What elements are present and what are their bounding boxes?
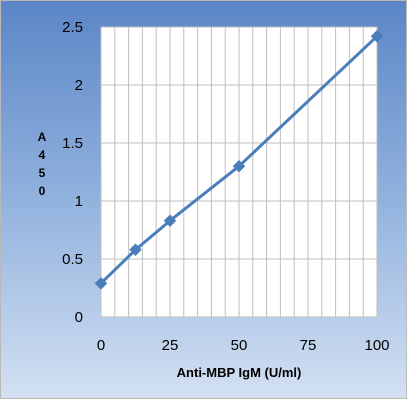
data-point-marker — [232, 159, 246, 173]
y-axis-title-char: A — [38, 130, 47, 144]
y-tick-label: 1.5 — [62, 135, 83, 152]
x-axis-title: Anti-MBP IgM (U/ml) — [177, 365, 302, 380]
x-tick-label: 25 — [162, 337, 179, 354]
y-axis-title: A 4 5 0 — [38, 130, 47, 198]
y-tick-label: 2.5 — [62, 19, 83, 36]
y-tick-label: 1 — [75, 193, 83, 210]
x-tick-label: 100 — [364, 337, 389, 354]
y-axis-title-char: 5 — [39, 166, 46, 180]
x-tick-labels: 0 25 50 75 100 — [97, 337, 390, 354]
x-tick-label: 75 — [300, 337, 317, 354]
y-tick-label: 0 — [75, 309, 83, 326]
y-tick-labels: 0 0.5 1 1.5 2 2.5 — [62, 19, 83, 326]
x-tick-label: 0 — [97, 337, 105, 354]
y-tick-label: 0.5 — [62, 251, 83, 268]
y-axis-title-char: 4 — [39, 148, 46, 162]
data-point-marker — [370, 29, 384, 43]
data-point-marker — [129, 243, 142, 257]
data-point-marker — [163, 214, 177, 228]
y-axis-title-char: 0 — [39, 184, 46, 198]
series-layer — [94, 29, 384, 290]
data-point-marker — [94, 277, 108, 290]
x-tick-label: 50 — [231, 337, 248, 354]
y-tick-label: 2 — [75, 77, 83, 94]
plot-border — [100, 26, 378, 318]
